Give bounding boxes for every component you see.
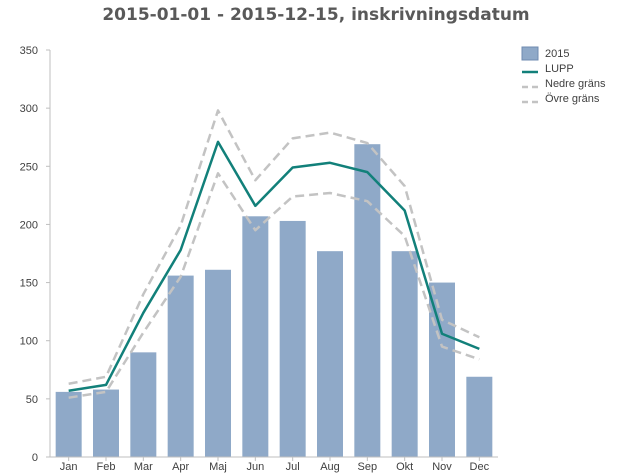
bar-mar (130, 352, 157, 457)
y-tick-label: 100 (20, 336, 38, 348)
bar-jun (242, 216, 269, 457)
x-tick-label: Apr (172, 461, 189, 473)
bar-nov (429, 282, 455, 457)
line-lupp (68, 140, 480, 392)
y-tick-label: 50 (26, 394, 38, 406)
bar-feb (93, 389, 119, 457)
legend-label: 2015 (545, 48, 569, 60)
legend-label: Nedre gräns (545, 78, 606, 90)
bar-sep (354, 144, 381, 458)
x-tick-label: Dec (470, 461, 490, 473)
legend: 2015 LUPP Nedre gräns Övre gräns (521, 46, 606, 105)
x-tick-label: Mar (134, 461, 153, 473)
bar-aug (317, 251, 343, 457)
legend-label: LUPP (545, 63, 574, 75)
legend-swatch-bar (521, 46, 539, 61)
bar-maj (205, 269, 231, 457)
x-tick-label: Nov (432, 461, 452, 473)
y-tick-label: 200 (20, 219, 38, 231)
x-tick-label: Jun (246, 461, 264, 473)
x-tick-label: Aug (320, 461, 340, 473)
bar-apr (167, 275, 194, 457)
bar-dec (466, 376, 493, 457)
x-axis: Jan Feb Mar Apr Maj Jun Jul Aug Sep Okt Nov Dec (50, 456, 498, 473)
bar-series (55, 144, 493, 458)
bar-jan (55, 391, 82, 457)
y-tick-label: 300 (20, 103, 38, 115)
x-tick-label: Sep (358, 461, 378, 473)
y-tick-label: 0 (32, 452, 38, 464)
line-övre-gräns (68, 109, 480, 385)
x-tick-label: Maj (209, 461, 227, 473)
x-tick-label: Okt (396, 461, 413, 473)
chart-title: 2015-01-01 - 2015-12-15, inskrivningsdat… (102, 5, 530, 25)
x-tick-label: Jan (60, 461, 78, 473)
bar-jul (279, 220, 306, 457)
line-nedre-gräns (68, 172, 480, 399)
y-tick-label: 150 (20, 278, 38, 290)
y-tick-label: 250 (20, 161, 38, 173)
bar-okt (391, 251, 418, 457)
y-axis: 0 50 100 150 200 250 300 350 (20, 45, 51, 464)
y-tick-label: 350 (20, 45, 38, 57)
legend-label: Övre gräns (545, 93, 600, 105)
x-tick-label: Jul (286, 461, 300, 473)
x-tick-label: Feb (97, 461, 116, 473)
line-series (68, 109, 480, 399)
